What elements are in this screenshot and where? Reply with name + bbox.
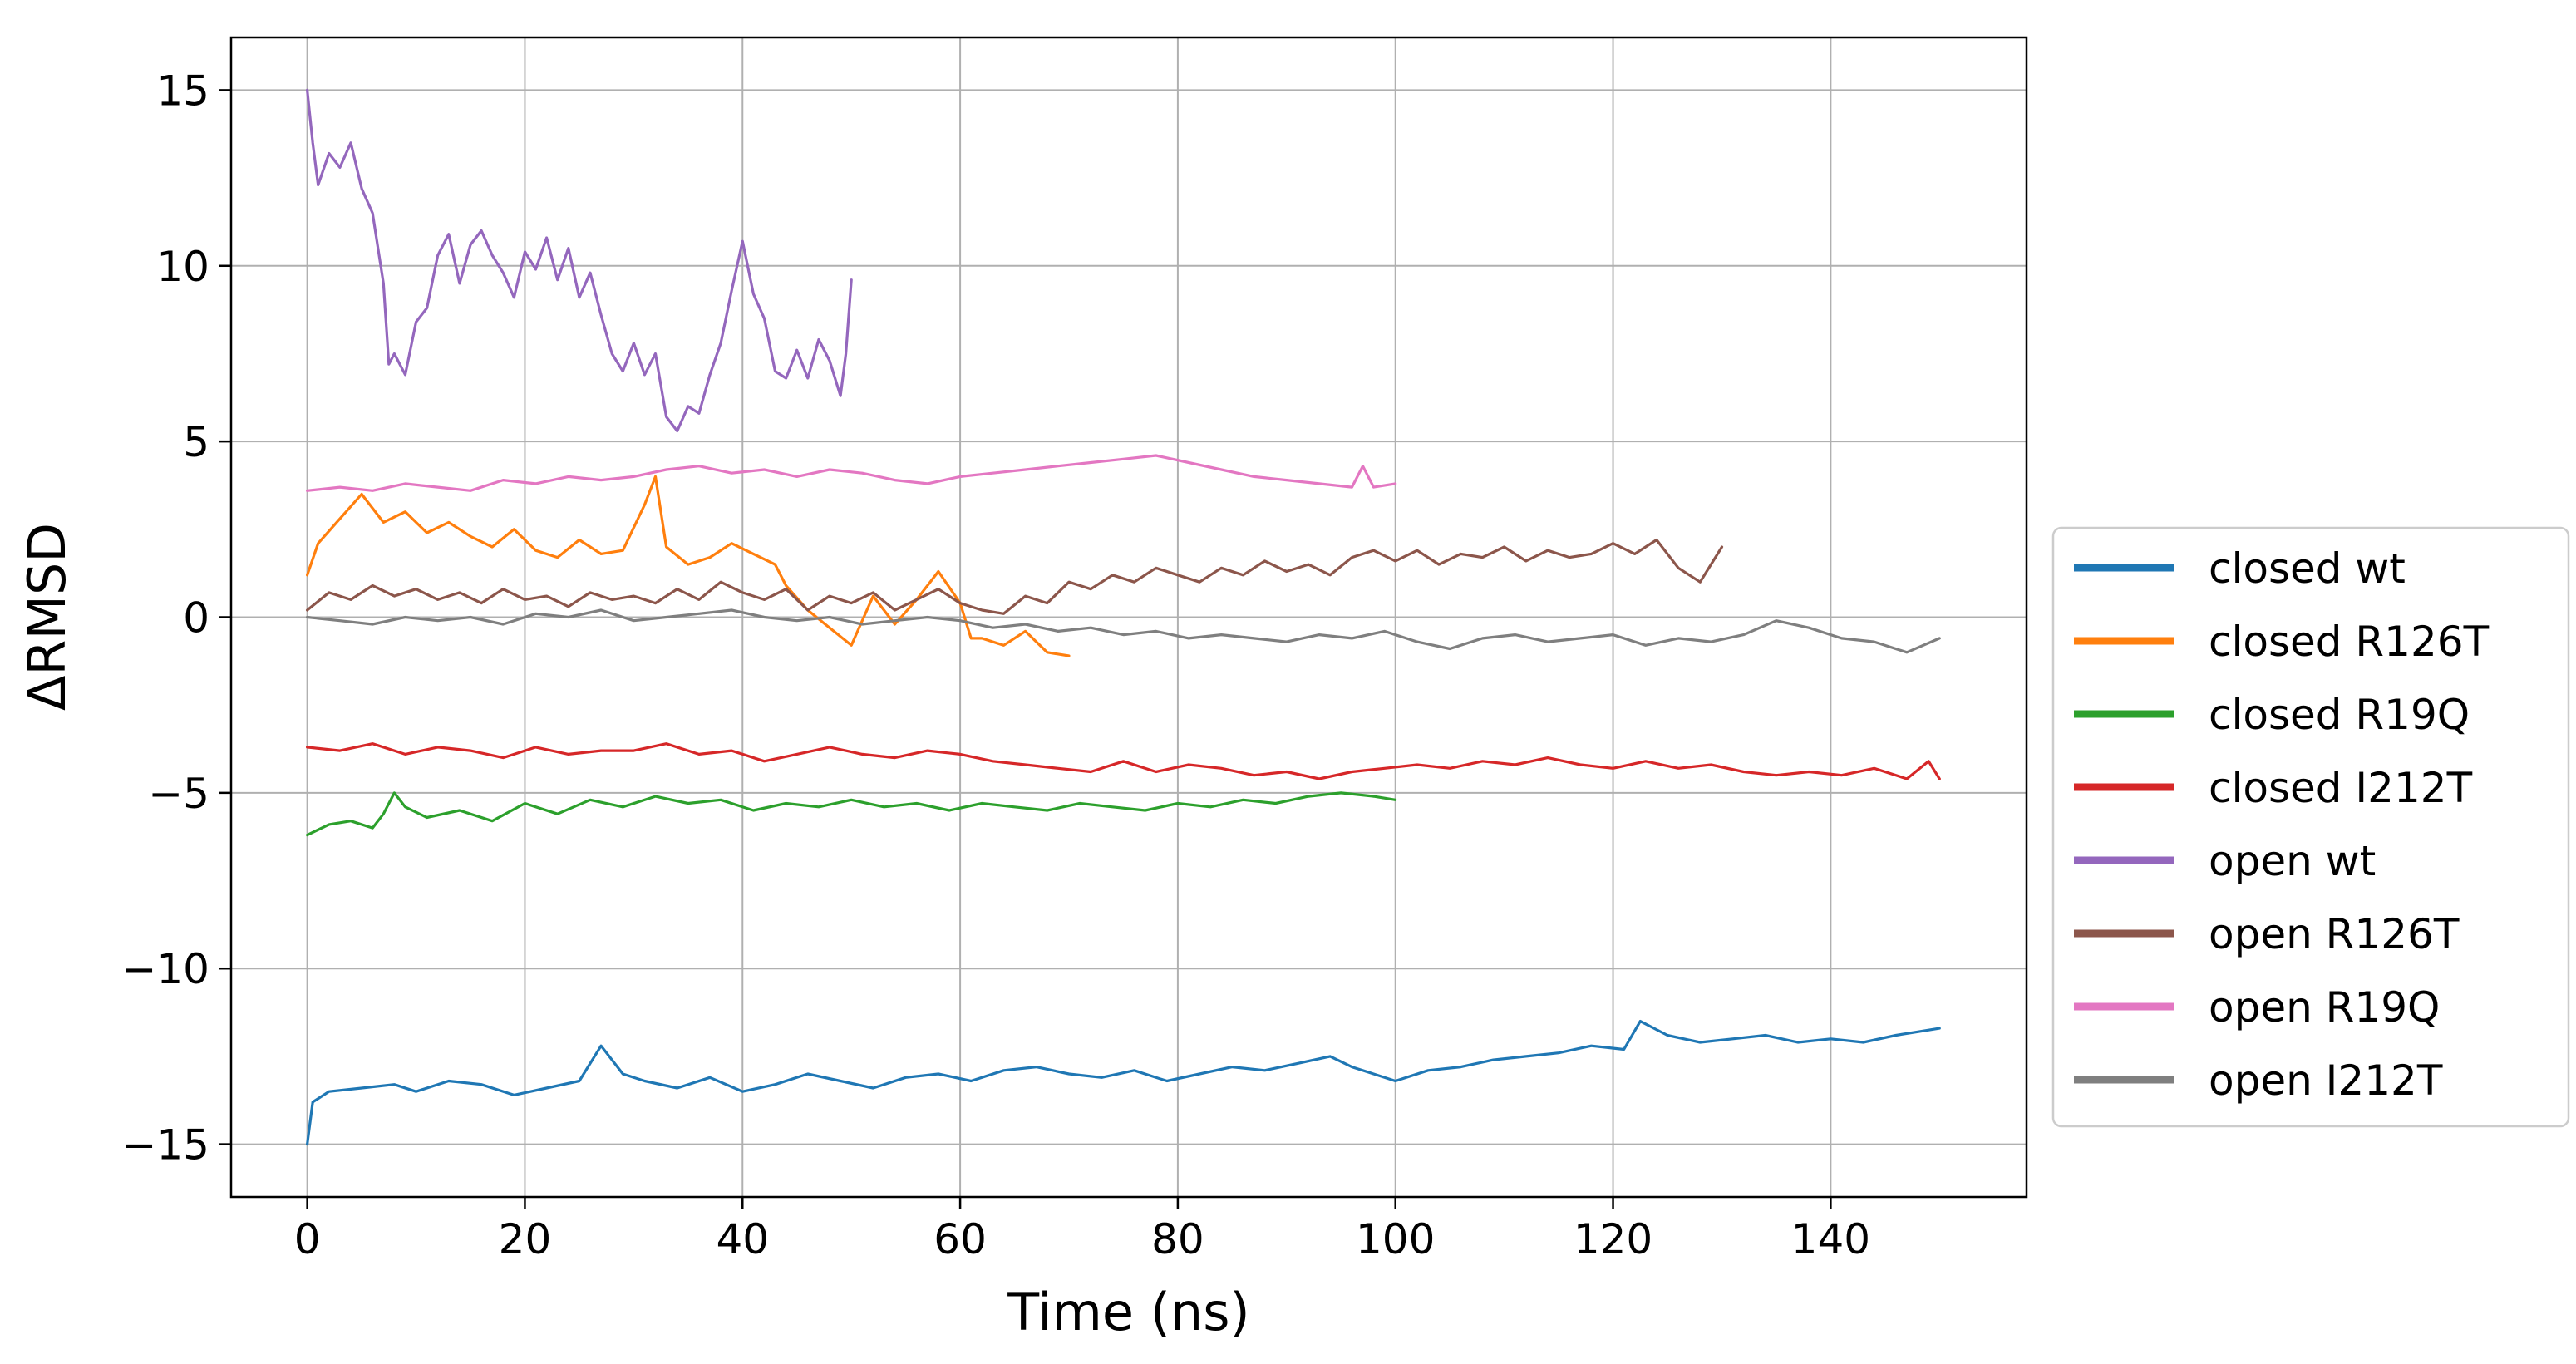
series-line-open-r126t xyxy=(306,538,1724,615)
y-tick-label: 10 xyxy=(156,243,209,291)
series-line-open-wt xyxy=(306,88,853,433)
legend-label: open wt xyxy=(2209,837,2376,885)
x-tick-label: 140 xyxy=(1791,1215,1870,1263)
series-line-open-r19q xyxy=(306,454,1397,492)
y-tick-label: 5 xyxy=(183,418,209,466)
axis-ticks: 0 20 40 60 80 100 120 140 −15 −10 −5 0 5 10 15 xyxy=(121,66,1870,1263)
series-line-closed-i212t xyxy=(306,742,1941,780)
legend-label: closed R19Q xyxy=(2209,691,2470,739)
legend-label: open I212T xyxy=(2209,1056,2443,1105)
series-line-closed-wt xyxy=(306,1019,1941,1146)
series-line-open-i212t xyxy=(306,608,1941,654)
y-tick-label: −5 xyxy=(148,770,209,818)
legend: closed wt closed R126T closed R19Q closed I… xyxy=(2051,526,2570,1128)
x-tick-label: 20 xyxy=(499,1215,552,1263)
legend-label: closed R126T xyxy=(2209,618,2490,666)
legend-label: closed wt xyxy=(2209,544,2406,593)
legend-label: closed I212T xyxy=(2209,764,2473,812)
y-tick-label: 15 xyxy=(156,66,209,115)
x-tick-label: 0 xyxy=(294,1215,321,1263)
y-axis-label: ΔRMSD xyxy=(17,523,77,711)
legend-label: open R126T xyxy=(2209,910,2460,958)
x-tick-label: 40 xyxy=(716,1215,769,1263)
y-tick-label: −15 xyxy=(121,1121,209,1169)
legend-label: open R19Q xyxy=(2209,983,2440,1032)
x-tick-label: 100 xyxy=(1356,1215,1435,1263)
x-axis-label: Time (ns) xyxy=(1007,1282,1249,1342)
gridlines xyxy=(231,37,2027,1197)
x-tick-label: 60 xyxy=(933,1215,987,1263)
series-line-closed-r19q xyxy=(306,791,1397,837)
legend-box xyxy=(2051,526,2570,1128)
x-tick-label: 120 xyxy=(1574,1215,1652,1263)
y-tick-label: −10 xyxy=(121,945,209,993)
series-line-closed-r126t xyxy=(306,475,1071,657)
series-lines xyxy=(306,88,1941,1146)
y-tick-label: 0 xyxy=(183,594,209,643)
x-tick-label: 80 xyxy=(1151,1215,1204,1263)
